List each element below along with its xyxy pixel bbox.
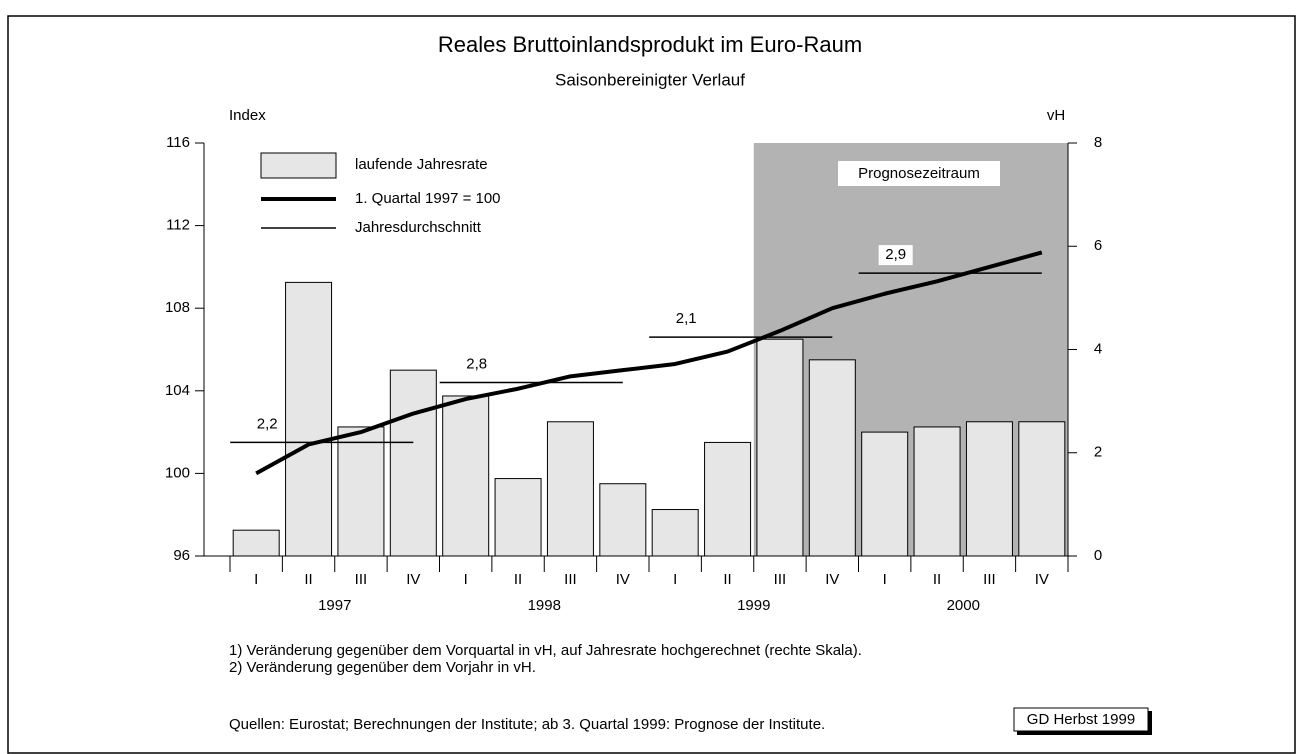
bar [232, 529, 280, 557]
bar [442, 395, 490, 557]
x-tick-label: IV [825, 571, 839, 588]
x-tick-label: I [883, 571, 887, 588]
y-axis-label: Index [229, 107, 266, 124]
forecast-region [753, 143, 1068, 556]
bar [756, 338, 804, 557]
bar [337, 426, 385, 557]
year-label: 1998 [528, 597, 561, 614]
badge: GD Herbst 1999 [1027, 711, 1135, 728]
rate-label: 2,9 [885, 246, 906, 263]
x-tick-label: I [673, 571, 677, 588]
x-tick-label: III [983, 571, 996, 588]
y-tick-label: 100 [165, 464, 190, 481]
legend-label: 1. Quartal 1997 = 100 [355, 190, 501, 207]
y-tick-label: 112 [166, 217, 190, 234]
y2-tick-label: 6 [1094, 237, 1102, 254]
frame [7, 15, 1296, 754]
rate-label: 2,1 [676, 310, 697, 327]
bar [285, 281, 333, 557]
rate-label: 2,2 [257, 415, 278, 432]
y2-tick-label: 4 [1094, 340, 1102, 357]
x-tick-label: I [464, 571, 468, 588]
rate-label: 2,8 [466, 356, 487, 373]
bar [965, 421, 1013, 557]
x-tick-label: III [774, 571, 787, 588]
x-tick-label: II [933, 571, 941, 588]
x-tick-label: IV [1035, 571, 1049, 588]
note: 2) Veränderung gegenüber dem Vorjahr in … [229, 659, 536, 676]
year-label: 1997 [318, 597, 351, 614]
bar [913, 426, 961, 557]
rate-label-box [669, 309, 704, 330]
y-tick-label: 104 [165, 382, 190, 399]
forecast-label-box [838, 161, 1000, 186]
x-tick-label: III [355, 571, 368, 588]
bar [651, 509, 699, 557]
bar [1018, 421, 1066, 557]
y2-tick-label: 8 [1094, 134, 1102, 151]
bar [546, 421, 594, 557]
chart-title: Reales Bruttoinlandsprodukt im Euro-Raum [438, 32, 862, 57]
legend-swatch [260, 152, 337, 179]
y2-tick-label: 2 [1094, 444, 1102, 461]
legend-label: laufende Jahresrate [355, 156, 488, 173]
year-label: 2000 [947, 597, 980, 614]
x-tick-label: III [564, 571, 577, 588]
y2-axis-label: vH [1047, 107, 1065, 124]
x-tick-label: II [304, 571, 312, 588]
rate-label-box [459, 354, 494, 375]
legend-label: Jahresdurchschnitt [355, 219, 482, 236]
index-line [255, 250, 1043, 476]
x-tick-label: II [514, 571, 522, 588]
forecast-label: Prognosezeitraum [858, 165, 980, 182]
badge-box [1013, 707, 1149, 732]
y-tick-label: 116 [166, 134, 190, 151]
x-tick-label: IV [616, 571, 630, 588]
note: 1) Veränderung gegenüber dem Vorquartal … [229, 642, 862, 659]
rate-label-box [250, 414, 285, 435]
bar [599, 483, 647, 557]
x-tick-label: IV [406, 571, 420, 588]
y-tick-label: 96 [173, 547, 190, 564]
x-tick-label: I [254, 571, 258, 588]
bar [861, 431, 909, 557]
chart-subtitle: Saisonbereinigter Verlauf [555, 70, 745, 89]
bar [389, 369, 437, 557]
rate-label-box [878, 245, 913, 266]
bar [494, 478, 542, 557]
x-tick-label: II [723, 571, 731, 588]
source: Quellen: Eurostat; Berechnungen der Inst… [229, 716, 825, 733]
year-label: 1999 [737, 597, 770, 614]
bar [704, 441, 752, 557]
y-tick-label: 108 [165, 299, 190, 316]
bar [808, 359, 856, 557]
y2-tick-label: 0 [1094, 547, 1102, 564]
